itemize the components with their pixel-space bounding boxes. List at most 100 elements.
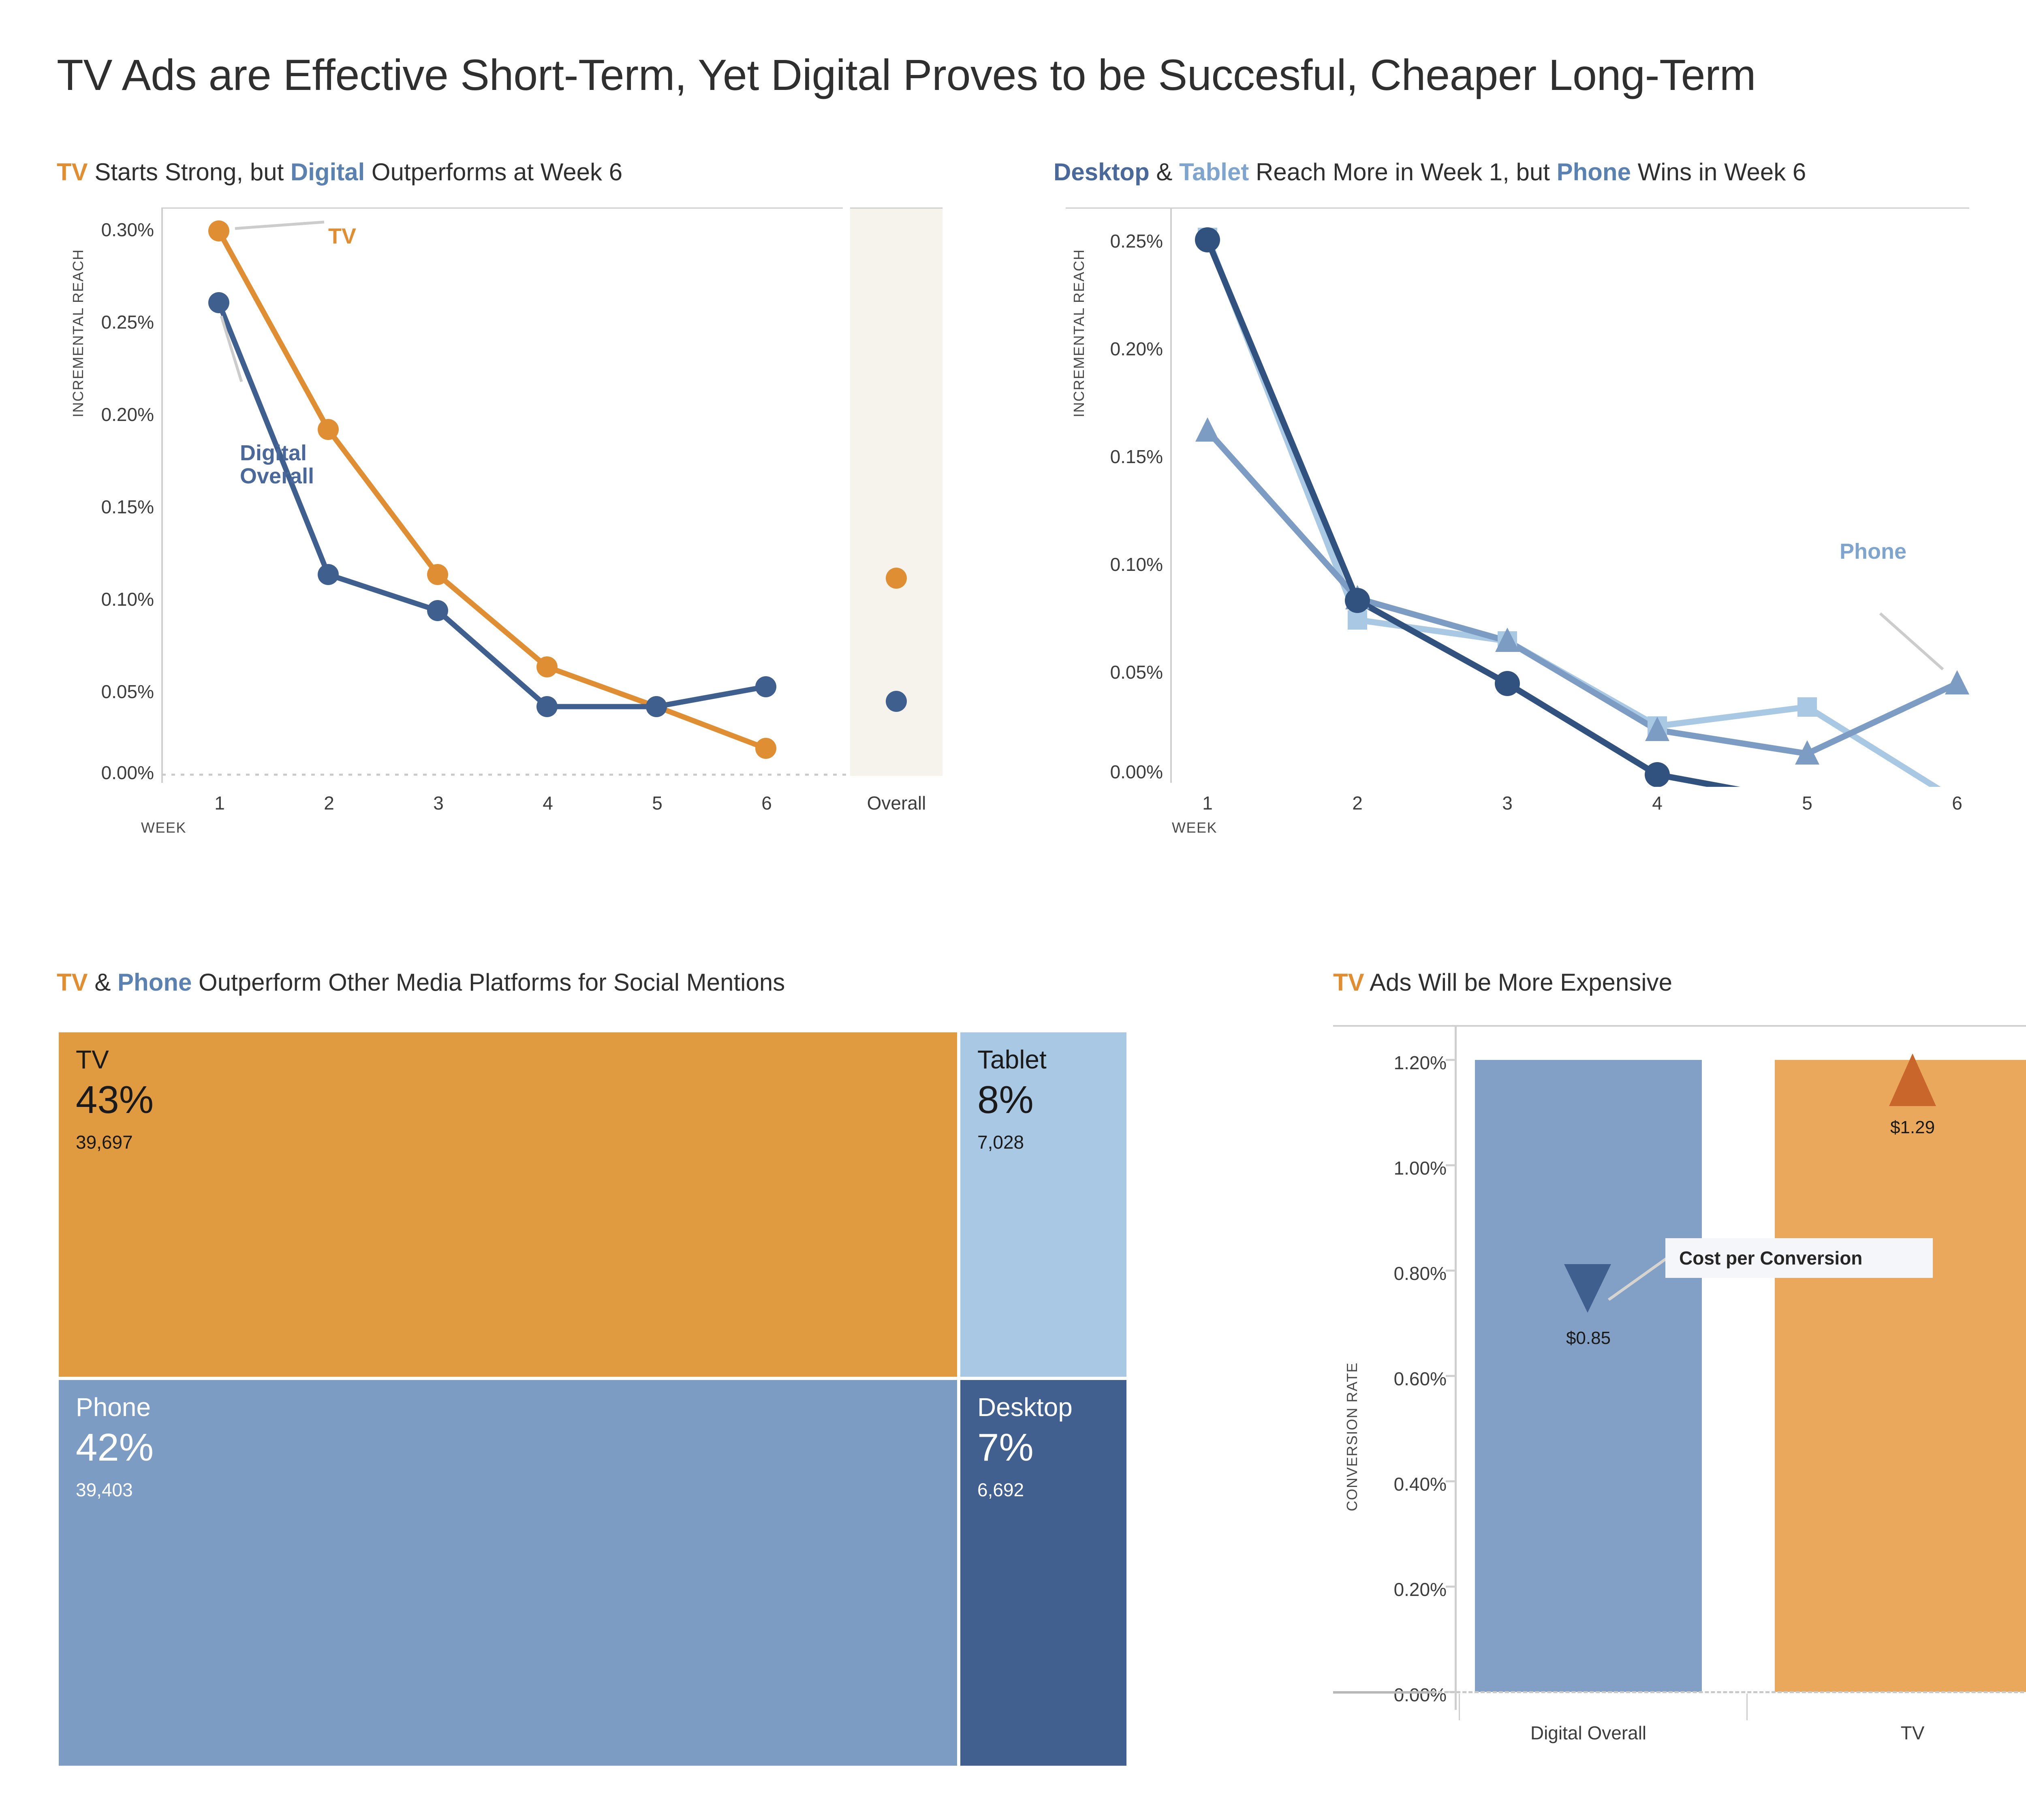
panel1-y-axis-spine [161,207,163,783]
cost-per-conversion-tooltip: Cost per Conversion [1665,1238,1933,1278]
panel2-desktop-point-2 [1345,588,1370,613]
panel2-title-kw-phone: Phone [1556,158,1631,186]
panel2-title: Desktop & Tablet Reach More in Week 1, b… [1054,158,1806,186]
panel1-tv-point-4 [536,656,558,677]
panel1-ytick-2: 0.20% [101,404,154,425]
panel4-category-digital-overall: Digital Overall [1530,1722,1647,1743]
panel4-title: TV Ads Will be More Expensive [1333,968,1672,996]
panel2-ytick-2: 0.15% [1110,446,1163,467]
treemap-tile-tablet[interactable]: Tablet 8% 7,028 [960,1032,1126,1377]
treemap-tile-phone-name: Phone [76,1393,151,1422]
panel1-tv-point-1 [208,220,229,241]
panel2-title-text-3: Wins in Week 6 [1631,158,1806,186]
panel2-phone-annotation: Phone [1840,539,1907,564]
panel1-digital-annotation-line2: Overall [240,464,314,488]
panel1-xtick-1: 1 [214,793,225,814]
panel2-desktop-point-3 [1495,671,1520,696]
panel4-ytick-0: 1.20% [1393,1052,1447,1073]
panel4-y-tickmarks [1446,1059,1456,1693]
cost-marker-digital-overall[interactable] [1564,1264,1611,1313]
panel2-tablet-point-2 [1348,610,1367,630]
panel4-ytick-5: 0.20% [1393,1579,1447,1600]
panel2-phone-point-1 [1195,417,1220,442]
panel1-digital-point-5 [646,696,667,717]
panel1-tv-point-2 [318,419,339,440]
treemap-tile-desktop-count: 6,692 [977,1479,1024,1500]
panel1-ytick-4: 0.10% [101,589,154,610]
treemap-tile-desktop-pct: 7% [977,1426,1034,1469]
social-mentions-treemap: TV 43% 39,697 Phone 42% 39,403 Tablet 8%… [57,1032,1126,1766]
panel3-title-kw-phone: Phone [118,969,192,996]
panel4-y-axis-label: CONVERSION RATE [1344,1362,1360,1511]
panel2-title-text-2: Reach More in Week 1, but [1249,158,1557,186]
panel2-xtick-4: 4 [1652,793,1663,814]
panel1-x-axis-label: WEEK [141,819,187,836]
panel1-xtick-6: 6 [761,793,772,814]
panel1-overall-top-rule [850,207,942,209]
panel2-phone-point-6 [1945,670,1969,694]
panel3-title-text-1: & [88,969,118,996]
panel2-title-kw-tablet: Tablet [1179,158,1249,186]
panel2-xtick-6: 6 [1952,793,1962,814]
panel2-desktop-point-4 [1645,762,1670,787]
treemap-tile-phone-count: 39,403 [76,1479,133,1500]
treemap-tile-desktop-name: Desktop [977,1393,1073,1422]
panel4-ytick-1: 1.00% [1393,1158,1447,1179]
panel1-xtick-3: 3 [433,793,444,814]
panel1-ytick-1: 0.25% [101,312,154,333]
treemap-tile-tablet-count: 7,028 [977,1132,1024,1153]
panel1-title-kw-digital: Digital [290,158,365,186]
panel1-xtick-5: 5 [652,793,663,814]
dashboard-title: TV Ads are Effective Short-Term, Yet Dig… [57,50,1756,99]
panel4-category-tv: TV [1900,1722,1925,1743]
panel4-ytick-6: 0.00% [1393,1684,1447,1705]
panel1-xtick-overall: Overall [867,793,926,814]
treemap-tile-tv[interactable]: TV 43% 39,697 [57,1032,957,1377]
panel2-ytick-5: 0.00% [1110,761,1163,782]
panel1-digital-point-1 [208,292,229,313]
panel1-digital-point-4 [536,696,558,717]
cost-marker-tv[interactable] [1889,1053,1936,1106]
panel1-title: TV Starts Strong, but Digital Outperform… [57,158,622,186]
panel1-digital-leader [220,315,243,382]
panel2-title-kw-desktop: Desktop [1054,158,1150,186]
panel2-phone-point-4 [1645,717,1669,741]
panel2-x-axis-label: WEEK [1172,819,1218,836]
panel1-tv-point-3 [427,564,448,585]
treemap-tile-tablet-name: Tablet [977,1045,1047,1074]
cost-value-digital-overall: $0.85 [1566,1328,1611,1348]
panel1-overall-tv-point [886,568,907,589]
panel2-xtick-5: 5 [1802,793,1812,814]
panel1-overall-band [850,209,942,776]
panel4-zero-rule [1333,1691,1434,1694]
panel3-title-text-2: Outperform Other Media Platforms for Soc… [192,969,785,996]
panel2-tablet-point-5 [1797,697,1817,717]
panel1-title-text-2: Outperforms at Week 6 [365,158,623,186]
bar-tv[interactable] [1775,1060,2026,1692]
bar-digital-overall[interactable] [1475,1060,1702,1692]
panel1-plot [162,220,847,776]
panel2-y-axis-label: INCREMENTAL REACH [1071,249,1087,417]
panel2-xtick-2: 2 [1352,793,1363,814]
panel4-sep-1 [1459,1694,1460,1720]
panel2-phone-point-5 [1795,740,1819,765]
treemap-tile-tablet-pct: 8% [977,1078,1034,1121]
panel1-xtick-4: 4 [543,793,553,814]
panel2-y-axis-spine [1170,207,1172,783]
panel1-title-text-1: Starts Strong, but [88,158,291,186]
panel1-digital-line [216,301,767,709]
panel2-phone-point-3 [1495,628,1520,652]
panel2-phone-leader [1879,612,1944,671]
panel2-desktop-point-1 [1195,227,1220,252]
treemap-tile-phone[interactable]: Phone 42% 39,403 [57,1380,957,1766]
panel2-ytick-4: 0.05% [1110,662,1163,683]
panel4-y-axis-spine [1455,1025,1457,1710]
cost-value-tv: $1.29 [1890,1117,1935,1137]
panel1-overall-plot [886,568,907,712]
panel1-y-axis-label: INCREMENTAL REACH [70,249,86,417]
panel2-xtick-1: 1 [1202,793,1213,814]
panel4-top-rule [1333,1025,2026,1027]
treemap-tile-desktop[interactable]: Desktop 7% 6,692 [960,1380,1126,1766]
panel2-desktop-line [1205,239,1740,787]
panel4-ytick-2: 0.80% [1393,1263,1447,1284]
